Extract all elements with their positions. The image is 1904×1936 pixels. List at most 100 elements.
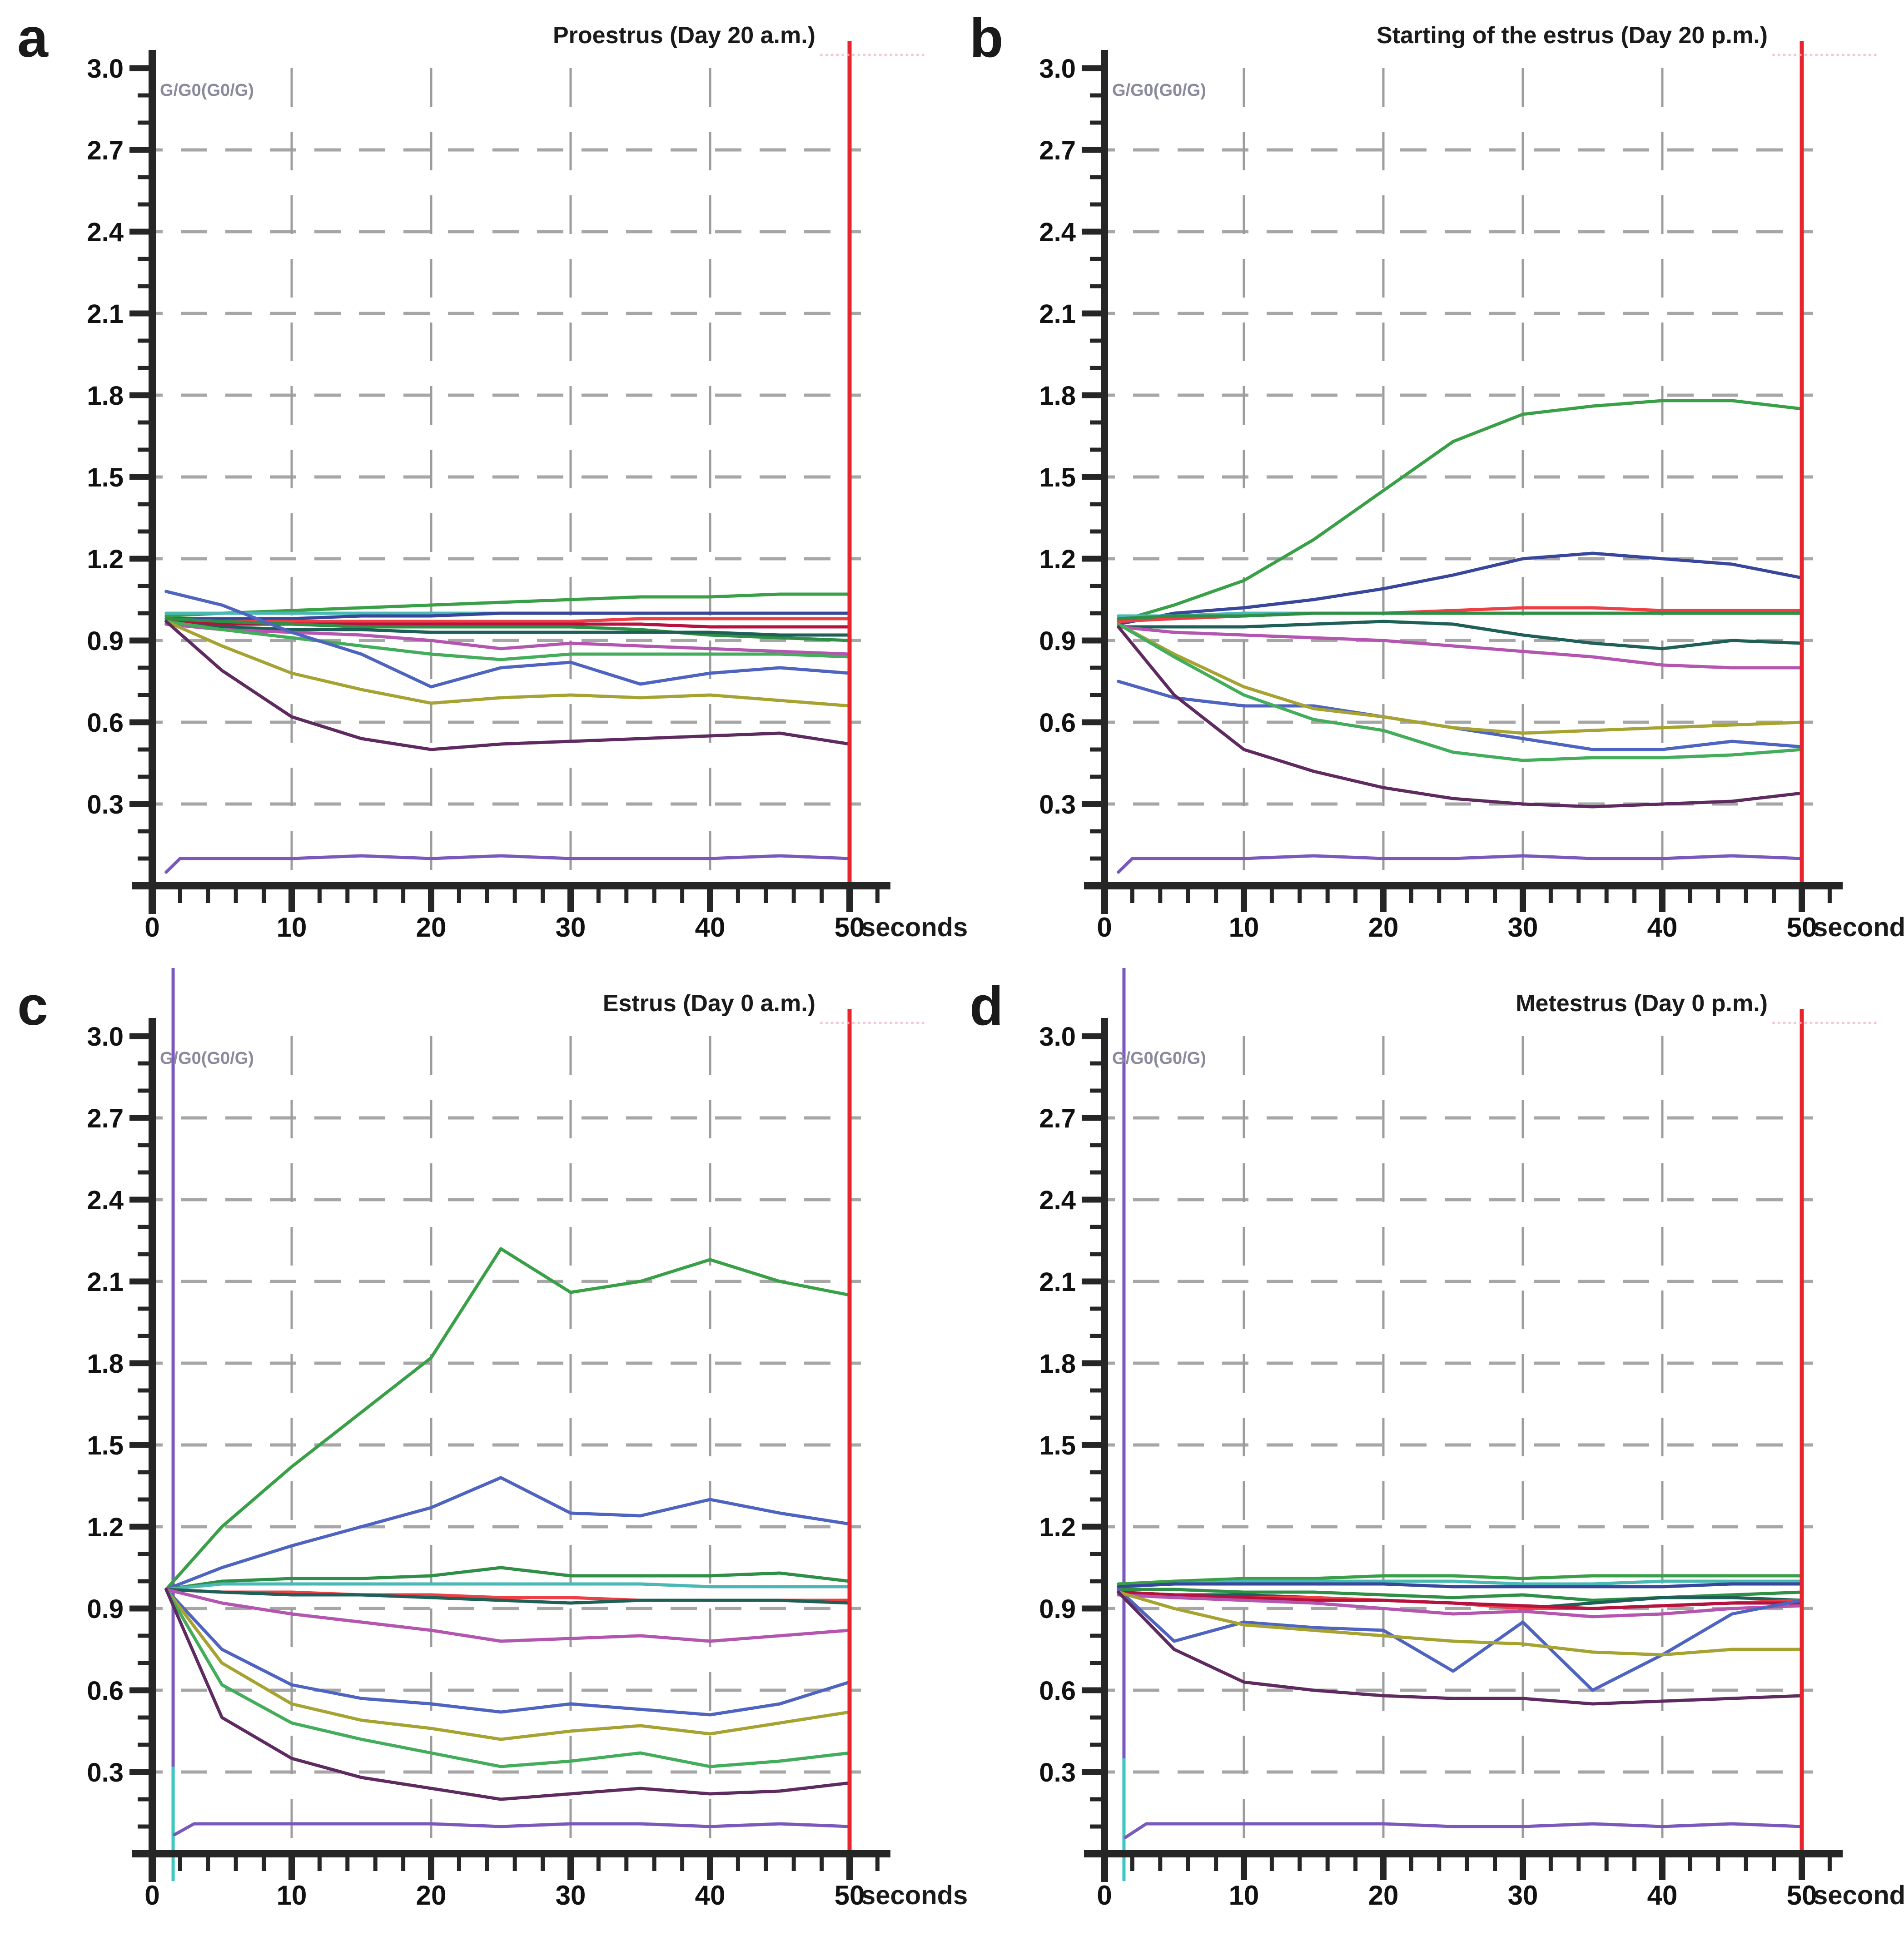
series-red-flat bbox=[164, 617, 851, 623]
series-green-top bbox=[1117, 1574, 1804, 1586]
series-cyan-flat bbox=[164, 1582, 851, 1591]
y-axis-unit-label: G/G0(G0/G) bbox=[1112, 81, 1206, 100]
panel-letter: b bbox=[969, 7, 1004, 69]
x-tick-label: 0 bbox=[1097, 912, 1112, 943]
plot-estrus: 0 10 20 30 40 50 0.3 0.6 0.9 1.2 1.5 1.8 2.1 2.4 2.7 3.… bbox=[87, 968, 890, 1911]
y-tick-label: 0.6 bbox=[1039, 708, 1076, 738]
x-tick-label: 30 bbox=[556, 1880, 586, 1911]
panel-title: Proestrus (Day 20 a.m.) bbox=[552, 22, 815, 49]
y-tick-label: 2.7 bbox=[87, 136, 124, 165]
scan-artifact-dots bbox=[820, 1022, 925, 1024]
y-tick-label: 2.1 bbox=[87, 299, 124, 329]
y-tick-label: 1.2 bbox=[87, 545, 124, 574]
y-tick-label: 2.4 bbox=[87, 1186, 124, 1215]
series-green-rising bbox=[164, 592, 851, 618]
y-tick-label: 2.4 bbox=[1039, 218, 1076, 247]
y-tick-label: 3.0 bbox=[1039, 1022, 1076, 1052]
y-tick-label: 2.4 bbox=[87, 218, 124, 247]
y-tick-label: 0.3 bbox=[87, 1758, 124, 1787]
series-blue-wiggly bbox=[1117, 1588, 1804, 1692]
y-tick-label: 1.5 bbox=[1039, 1431, 1076, 1460]
series-green-flat bbox=[1117, 611, 1804, 621]
panel-metestrus: 0 10 20 30 40 50 0.3 0.6 0.9 1.2 1.5 1.8 2.1 2.4 2.7 3.… bbox=[952, 968, 1904, 1936]
y-tick-label: 0.6 bbox=[1039, 1676, 1076, 1706]
panel-proestrus: 0 10 20 30 40 50 0.3 0.6 0.9 1.2 1.5 1.8 2.1 2.4 2.7 3.… bbox=[0, 0, 968, 968]
series-navy-flat bbox=[164, 611, 851, 621]
x-tick-label: 10 bbox=[1229, 912, 1259, 943]
series-plum-dark bbox=[1117, 1590, 1804, 1706]
series-teal-dark bbox=[1117, 620, 1804, 650]
x-tick-label: 20 bbox=[416, 1880, 447, 1911]
series-blue-low bbox=[164, 1588, 851, 1717]
y-tick-label: 1.2 bbox=[1039, 1513, 1076, 1542]
series-violet-baseline bbox=[1117, 854, 1804, 874]
x-axis-unit-label: seconds bbox=[1813, 1881, 1904, 1910]
series-navy-flat bbox=[1117, 1582, 1804, 1589]
y-axis-unit-label: G/G0(G0/G) bbox=[160, 1049, 254, 1068]
x-tick-label: 10 bbox=[277, 912, 307, 943]
y-tick-label: 1.5 bbox=[87, 463, 124, 492]
series-violet-baseline bbox=[1124, 1822, 1804, 1839]
plot-starting-estrus: 0 10 20 30 40 50 0.3 0.6 0.9 1.2 1.5 1.8 2.1 2.4 2.7 3.… bbox=[1039, 41, 1843, 943]
series-olive bbox=[164, 1588, 851, 1741]
x-tick-label: 20 bbox=[1368, 912, 1399, 943]
x-tick-label: 40 bbox=[1647, 912, 1678, 943]
plot-proestrus: 0 10 20 30 40 50 0.3 0.6 0.9 1.2 1.5 1.8 2.1 2.4 2.7 3.… bbox=[87, 41, 890, 943]
y-tick-label: 0.6 bbox=[87, 708, 124, 738]
y-tick-label: 2.7 bbox=[1039, 136, 1076, 165]
x-tick-label: 50 bbox=[835, 912, 865, 943]
panel-estrus: 0 10 20 30 40 50 0.3 0.6 0.9 1.2 1.5 1.8 2.1 2.4 2.7 3.… bbox=[0, 968, 968, 1936]
axes bbox=[1084, 50, 1843, 914]
x-tick-label: 30 bbox=[1508, 1880, 1538, 1911]
series-olive bbox=[1117, 622, 1804, 735]
series-blue-rising bbox=[164, 1476, 851, 1591]
series-cyan-flat bbox=[1117, 1579, 1804, 1589]
axes bbox=[132, 50, 890, 914]
x-tick-label: 40 bbox=[695, 912, 726, 943]
x-tick-label: 30 bbox=[1508, 912, 1538, 943]
x-tick-label: 10 bbox=[277, 1880, 307, 1911]
x-tick-label: 0 bbox=[144, 912, 159, 943]
x-tick-label: 0 bbox=[1097, 1880, 1112, 1911]
series-teal-dark bbox=[164, 622, 851, 637]
x-axis-unit-label: seconds bbox=[861, 913, 968, 942]
y-tick-label: 1.5 bbox=[87, 1431, 124, 1460]
y-tick-label: 2.1 bbox=[87, 1267, 124, 1297]
axes bbox=[132, 1018, 890, 1882]
y-tick-label: 3.0 bbox=[87, 1022, 124, 1052]
x-tick-label: 10 bbox=[1229, 1880, 1259, 1911]
y-axis-unit-label: G/G0(G0/G) bbox=[1112, 1049, 1206, 1068]
y-tick-label: 0.3 bbox=[1039, 1758, 1076, 1787]
series-teal-dark bbox=[164, 1588, 851, 1605]
y-tick-label: 1.5 bbox=[1039, 463, 1076, 492]
series-green-rising bbox=[164, 1247, 851, 1591]
panel-title: Estrus (Day 0 a.m.) bbox=[602, 990, 815, 1017]
series-magenta bbox=[1117, 625, 1804, 670]
scan-artifact-dots bbox=[820, 54, 925, 56]
x-tick-label: 20 bbox=[1368, 1880, 1399, 1911]
y-axis-unit-label: G/G0(G0/G) bbox=[160, 81, 254, 100]
series-green-rising bbox=[1117, 399, 1804, 623]
x-tick-label: 50 bbox=[835, 1880, 865, 1911]
y-tick-label: 1.8 bbox=[87, 381, 124, 411]
y-tick-label: 2.1 bbox=[1039, 299, 1076, 329]
scan-artifact-dots bbox=[1772, 1022, 1877, 1024]
axes bbox=[1084, 1018, 1843, 1882]
x-tick-label: 40 bbox=[1647, 1880, 1678, 1911]
series-violet-baseline bbox=[173, 1822, 851, 1837]
y-tick-label: 2.1 bbox=[1039, 1267, 1076, 1297]
y-tick-label: 1.2 bbox=[1039, 545, 1076, 574]
y-tick-label: 2.4 bbox=[1039, 1186, 1076, 1215]
series-blue-wiggly bbox=[164, 590, 851, 689]
series-green-low bbox=[164, 1588, 851, 1768]
x-axis-unit-label: seconds bbox=[1813, 913, 1904, 942]
series-plum-dark bbox=[164, 620, 851, 751]
y-tick-label: 3.0 bbox=[87, 54, 124, 84]
x-tick-label: 40 bbox=[695, 1880, 726, 1911]
y-tick-label: 1.8 bbox=[1039, 381, 1076, 411]
x-tick-label: 0 bbox=[144, 1880, 159, 1911]
panel-title: Starting of the estrus (Day 20 p.m.) bbox=[1376, 22, 1768, 49]
y-tick-label: 0.6 bbox=[87, 1676, 124, 1706]
series-green-flat bbox=[164, 1566, 851, 1591]
